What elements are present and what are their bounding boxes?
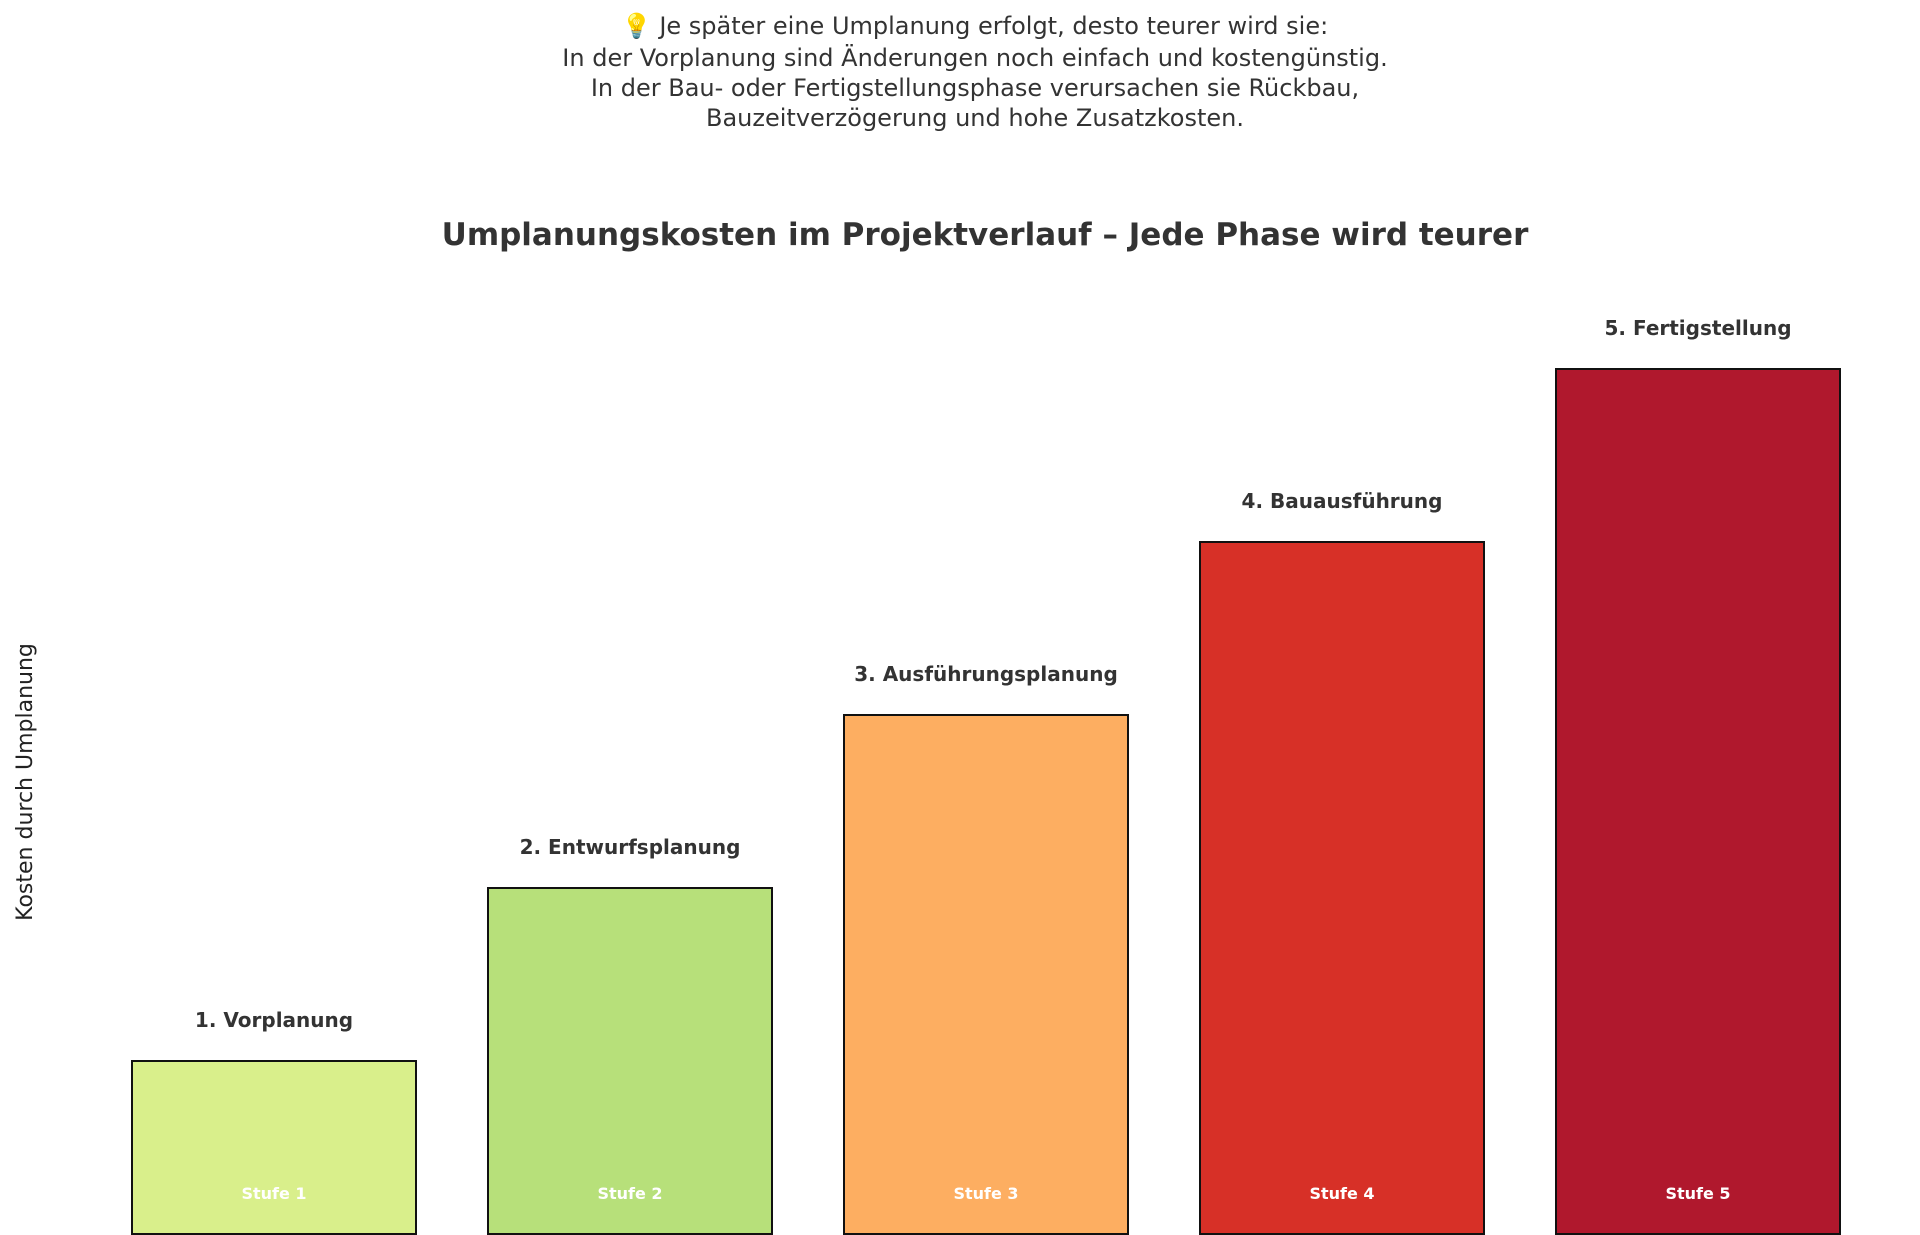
bar-1 — [131, 1060, 417, 1235]
stage-label-3: Stufe 3 — [953, 1184, 1018, 1203]
bar-label-4: 4. Bauausführung — [1242, 489, 1443, 513]
y-axis-label: Kosten durch Umplanung — [13, 643, 38, 921]
note-line-3: In der Bau- oder Fertigstellungsphase ve… — [591, 74, 1359, 102]
bar-4 — [1199, 541, 1485, 1235]
note-line-2: In der Vorplanung sind Änderungen noch e… — [562, 43, 1387, 72]
stage-label-5: Stufe 5 — [1665, 1184, 1730, 1203]
bar-2 — [487, 887, 773, 1235]
note-line-4: Bauzeitverzögerung und hohe Zusatzkosten… — [706, 104, 1244, 132]
chart-title: Umplanungskosten im Projektverlauf – Jed… — [442, 217, 1529, 253]
bar-label-2: 2. Entwurfsplanung — [520, 835, 741, 859]
stage-label-1: Stufe 1 — [241, 1184, 306, 1203]
bar-3 — [843, 714, 1129, 1235]
stage-label-2: Stufe 2 — [597, 1184, 662, 1203]
bar-label-1: 1. Vorplanung — [195, 1008, 353, 1032]
note-line-1: 💡 Je später eine Umplanung erfolgt, dest… — [622, 12, 1328, 40]
bar-label-3: 3. Ausführungsplanung — [854, 662, 1118, 686]
bar-label-5: 5. Fertigstellung — [1604, 316, 1791, 340]
bars-layer: 1. Vorplanung Stufe 1 2. Entwurfsplanung St… — [131, 316, 1841, 1235]
note-block: 💡 Je später eine Umplanung erfolgt, dest… — [562, 12, 1387, 132]
bar-5 — [1555, 368, 1841, 1235]
stage-label-4: Stufe 4 — [1309, 1184, 1374, 1203]
